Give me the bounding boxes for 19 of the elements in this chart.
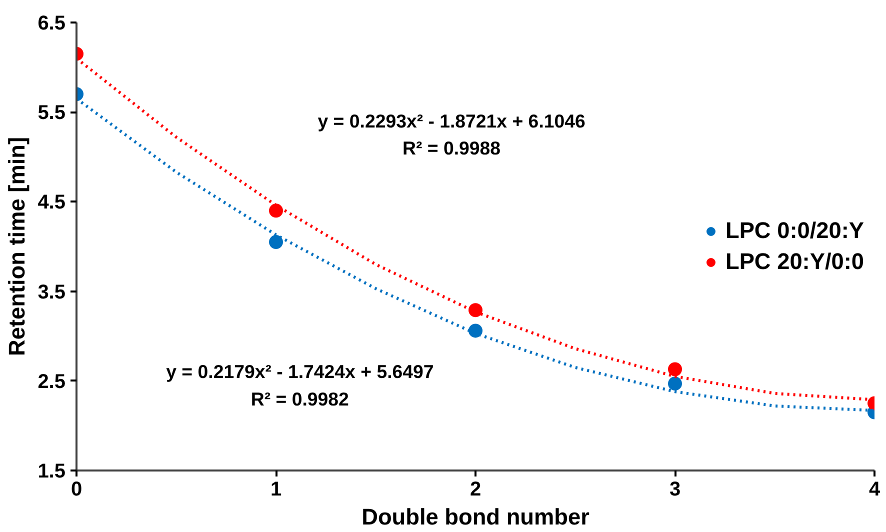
annotation: y = 0.2293x² - 1.8721x + 6.1046 R² = 0.9988 (318, 110, 586, 159)
x-tick-label: 1 (270, 478, 282, 500)
x-tick-label: 4 (868, 478, 881, 500)
y-tick-label: 2.5 (38, 370, 66, 393)
y-tick-label: 3.5 (38, 281, 66, 304)
y-tick-label: 4.5 (38, 192, 66, 214)
x-tick-label: 0 (70, 478, 82, 500)
legend-label: LPC 0:0/20:Y (725, 217, 864, 244)
point (468, 303, 482, 318)
x-tick-label: 2 (470, 478, 482, 500)
y-tick-label: 6.5 (38, 12, 66, 34)
x-tick-label: 3 (669, 478, 681, 500)
y-axis-title: Retention time [min] (4, 136, 30, 356)
annotation: y = 0.2179x² - 1.7424x + 5.6497 R² = 0.9982 (166, 361, 434, 410)
y-tick-label: 5.5 (38, 102, 66, 124)
x-axis-title: Double bond number (362, 504, 590, 530)
legend-label: LPC 20:Y/0:0 (725, 248, 864, 275)
y-tick-label: 1.5 (38, 460, 66, 482)
point (468, 324, 482, 338)
